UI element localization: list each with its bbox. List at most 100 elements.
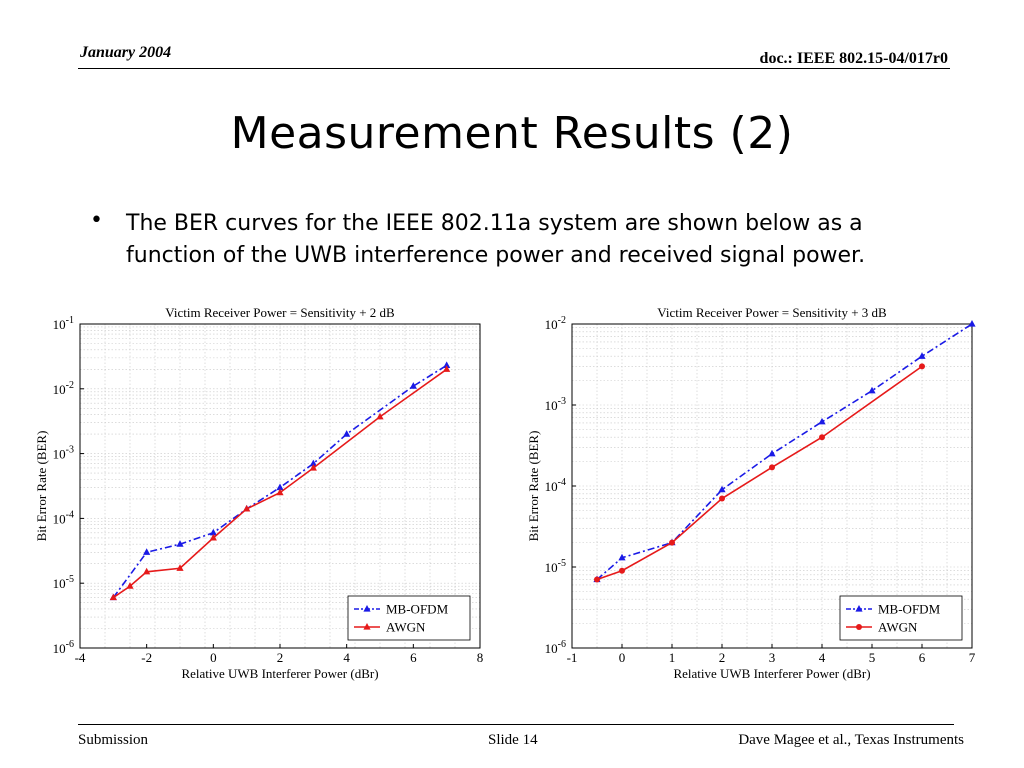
y-axis-label: Bit Error Rate (BER) bbox=[526, 431, 541, 542]
legend-entry: MB-OFDM bbox=[878, 602, 941, 617]
x-tick-label: 4 bbox=[819, 650, 826, 665]
x-tick-label: 5 bbox=[869, 650, 876, 665]
y-tick-exponent: -5 bbox=[66, 574, 74, 585]
data-point bbox=[919, 363, 925, 370]
legend-marker bbox=[855, 605, 863, 612]
series-awgn bbox=[109, 365, 451, 601]
x-tick-label: 4 bbox=[343, 650, 350, 665]
series-line bbox=[112, 368, 448, 599]
y-tick-base: 10 bbox=[53, 641, 66, 656]
data-point bbox=[409, 382, 417, 389]
data-point bbox=[309, 459, 317, 467]
data-point bbox=[209, 528, 217, 536]
y-tick-base: 10 bbox=[545, 398, 558, 413]
x-axis-label: Relative UWB Interferer Power (dBr) bbox=[181, 666, 378, 681]
x-tick-label: 1 bbox=[669, 650, 676, 665]
x-tick-label: -2 bbox=[141, 650, 152, 665]
legend-marker bbox=[363, 623, 371, 630]
data-point bbox=[918, 352, 926, 359]
data-point bbox=[309, 463, 317, 471]
chart-svg: Victim Receiver Power = Sensitivity + 3 … bbox=[526, 305, 976, 681]
y-tick-base: 10 bbox=[545, 641, 558, 656]
data-point bbox=[343, 430, 351, 437]
y-tick-base: 10 bbox=[53, 447, 66, 462]
y-tick-base: 10 bbox=[53, 382, 66, 397]
data-point bbox=[209, 533, 217, 541]
footer-slide-number: Slide 14 bbox=[488, 732, 538, 748]
x-tick-label: 0 bbox=[619, 650, 626, 665]
series-line bbox=[596, 323, 973, 581]
data-point bbox=[868, 386, 876, 394]
y-tick-exponent: -6 bbox=[66, 639, 74, 650]
data-point bbox=[619, 567, 625, 574]
legend: MB-OFDM AWGN bbox=[347, 595, 471, 641]
y-tick-label: 10-4 bbox=[545, 477, 566, 494]
data-point bbox=[109, 593, 117, 601]
x-tick-label: 7 bbox=[969, 650, 976, 665]
y-tick-base: 10 bbox=[53, 511, 66, 526]
legend-box bbox=[839, 595, 963, 641]
x-axis-label: Relative UWB Interferer Power (dBr) bbox=[673, 666, 870, 681]
legend-entry: MB-OFDM bbox=[386, 602, 449, 617]
y-tick-label: 10-6 bbox=[545, 639, 566, 656]
y-axis-label: Bit Error Rate (BER) bbox=[34, 431, 49, 542]
data-point bbox=[719, 495, 725, 502]
y-tick-base: 10 bbox=[53, 576, 66, 591]
footer-rule bbox=[78, 724, 954, 725]
y-tick-base: 10 bbox=[545, 317, 558, 332]
ber-chart-sensitivity-3db: Victim Receiver Power = Sensitivity + 3 … bbox=[522, 300, 982, 690]
chart-title: Victim Receiver Power = Sensitivity + 3 … bbox=[657, 305, 887, 320]
y-tick-exponent: -4 bbox=[558, 477, 566, 488]
data-point bbox=[769, 464, 775, 471]
data-point bbox=[376, 412, 384, 420]
footer-author: Dave Magee et al., Texas Instruments bbox=[738, 732, 964, 748]
x-tick-label: 2 bbox=[719, 650, 726, 665]
data-point bbox=[768, 449, 776, 457]
chart-title: Victim Receiver Power = Sensitivity + 2 … bbox=[165, 305, 395, 320]
data-point bbox=[176, 540, 184, 547]
data-point bbox=[718, 485, 726, 493]
data-point bbox=[143, 548, 151, 555]
x-tick-label: 6 bbox=[410, 650, 417, 665]
legend: MB-OFDM AWGN bbox=[839, 595, 963, 641]
data-point bbox=[276, 483, 284, 491]
data-point bbox=[276, 488, 284, 496]
data-point bbox=[176, 564, 184, 571]
y-tick-label: 10-3 bbox=[53, 445, 74, 462]
bullet-text: The BER curves for the IEEE 802.11a syst… bbox=[126, 211, 866, 268]
y-tick-exponent: -1 bbox=[66, 315, 74, 326]
bullet-icon: • bbox=[90, 208, 103, 233]
x-tick-label: 6 bbox=[919, 650, 926, 665]
header-rule bbox=[78, 68, 950, 69]
y-tick-label: 10-2 bbox=[545, 315, 566, 332]
footer-submission: Submission bbox=[78, 732, 149, 748]
series-awgn bbox=[594, 363, 925, 583]
data-point bbox=[443, 365, 451, 372]
y-tick-label: 10-4 bbox=[53, 509, 74, 526]
y-tick-exponent: -4 bbox=[66, 509, 74, 520]
data-point bbox=[594, 576, 600, 583]
y-tick-exponent: -2 bbox=[66, 380, 74, 391]
data-point bbox=[126, 582, 134, 589]
y-tick-base: 10 bbox=[545, 560, 558, 575]
legend-marker bbox=[363, 605, 371, 612]
data-point bbox=[143, 567, 151, 575]
data-point bbox=[443, 361, 451, 368]
y-tick-exponent: -3 bbox=[66, 445, 74, 456]
data-point bbox=[618, 553, 626, 561]
x-tick-label: 0 bbox=[210, 650, 217, 665]
y-tick-base: 10 bbox=[53, 317, 66, 332]
data-point bbox=[819, 434, 825, 441]
x-tick-label: -4 bbox=[75, 650, 86, 665]
x-tick-label: 8 bbox=[477, 650, 484, 665]
y-tick-exponent: -6 bbox=[558, 639, 566, 650]
legend-entry: AWGN bbox=[386, 620, 426, 635]
header-date: January 2004 bbox=[80, 44, 172, 61]
data-point bbox=[968, 320, 976, 327]
y-tick-label: 10-5 bbox=[545, 558, 566, 575]
legend-box bbox=[347, 595, 471, 641]
legend-marker bbox=[856, 624, 862, 630]
series-line bbox=[112, 364, 448, 599]
legend-entry: AWGN bbox=[878, 620, 918, 635]
data-point bbox=[818, 417, 826, 425]
